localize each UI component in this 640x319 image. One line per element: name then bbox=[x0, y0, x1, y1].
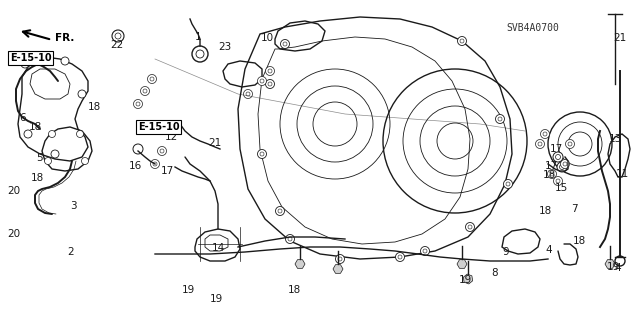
Circle shape bbox=[49, 130, 56, 137]
Text: 11: 11 bbox=[616, 169, 628, 179]
Text: 1: 1 bbox=[195, 32, 202, 42]
Circle shape bbox=[266, 66, 275, 76]
Polygon shape bbox=[457, 260, 467, 268]
Circle shape bbox=[465, 222, 474, 232]
Text: 18: 18 bbox=[543, 170, 556, 180]
Text: 19: 19 bbox=[460, 275, 472, 285]
Text: 5: 5 bbox=[36, 153, 43, 163]
Text: 18: 18 bbox=[539, 205, 552, 216]
Text: 17: 17 bbox=[545, 161, 558, 171]
Text: 18: 18 bbox=[88, 102, 101, 112]
Polygon shape bbox=[295, 260, 305, 268]
Text: 8: 8 bbox=[492, 268, 498, 278]
Circle shape bbox=[553, 152, 563, 162]
Text: 2: 2 bbox=[67, 247, 74, 257]
Circle shape bbox=[51, 150, 59, 158]
Circle shape bbox=[280, 40, 289, 48]
Circle shape bbox=[45, 158, 51, 165]
Circle shape bbox=[396, 253, 404, 262]
Circle shape bbox=[495, 115, 504, 123]
Circle shape bbox=[335, 255, 344, 263]
Text: 13: 13 bbox=[609, 134, 622, 144]
Text: 18: 18 bbox=[573, 236, 586, 246]
Circle shape bbox=[458, 36, 467, 46]
Text: 15: 15 bbox=[556, 183, 568, 193]
Text: 10: 10 bbox=[261, 33, 274, 43]
Circle shape bbox=[21, 60, 29, 68]
Text: 19: 19 bbox=[210, 294, 223, 304]
Text: 22: 22 bbox=[110, 40, 123, 50]
Circle shape bbox=[504, 180, 513, 189]
Circle shape bbox=[566, 139, 575, 149]
Text: 14: 14 bbox=[212, 243, 225, 253]
Text: 6: 6 bbox=[19, 113, 26, 123]
Circle shape bbox=[78, 90, 86, 98]
Text: SVB4A0700: SVB4A0700 bbox=[506, 23, 559, 33]
Text: 12: 12 bbox=[165, 132, 178, 142]
Circle shape bbox=[81, 158, 88, 165]
Circle shape bbox=[536, 139, 545, 149]
Circle shape bbox=[24, 130, 32, 138]
Text: 19: 19 bbox=[607, 262, 620, 272]
Circle shape bbox=[557, 162, 567, 172]
Text: 7: 7 bbox=[572, 204, 578, 214]
Polygon shape bbox=[605, 260, 615, 268]
Circle shape bbox=[112, 30, 124, 42]
Text: 4: 4 bbox=[614, 263, 621, 273]
Polygon shape bbox=[463, 274, 473, 284]
Text: 3: 3 bbox=[70, 201, 77, 211]
Text: 18: 18 bbox=[29, 122, 42, 132]
Circle shape bbox=[420, 247, 429, 256]
Polygon shape bbox=[333, 265, 343, 273]
Circle shape bbox=[547, 169, 557, 179]
Circle shape bbox=[61, 57, 69, 65]
Text: 17: 17 bbox=[550, 144, 563, 154]
Circle shape bbox=[561, 160, 570, 168]
Circle shape bbox=[275, 206, 285, 216]
Text: 9: 9 bbox=[502, 247, 509, 257]
Circle shape bbox=[134, 100, 143, 108]
Text: 18: 18 bbox=[31, 173, 44, 183]
Circle shape bbox=[257, 150, 266, 159]
Text: 21: 21 bbox=[613, 33, 626, 43]
Text: 16: 16 bbox=[129, 161, 142, 171]
Circle shape bbox=[257, 77, 266, 85]
Text: 19: 19 bbox=[182, 285, 195, 295]
Text: 17: 17 bbox=[161, 166, 174, 176]
Text: 20: 20 bbox=[8, 229, 20, 240]
Text: E-15-10: E-15-10 bbox=[138, 122, 180, 132]
Circle shape bbox=[77, 130, 83, 137]
Circle shape bbox=[157, 146, 166, 155]
Circle shape bbox=[147, 75, 157, 84]
Circle shape bbox=[554, 176, 563, 186]
Circle shape bbox=[266, 79, 275, 88]
Circle shape bbox=[243, 90, 253, 99]
Circle shape bbox=[133, 144, 143, 154]
Text: 23: 23 bbox=[219, 42, 232, 52]
Text: 21: 21 bbox=[208, 138, 221, 148]
Text: 20: 20 bbox=[8, 186, 20, 196]
Circle shape bbox=[150, 160, 159, 168]
Circle shape bbox=[141, 86, 150, 95]
Circle shape bbox=[285, 234, 294, 243]
Text: FR.: FR. bbox=[55, 33, 74, 43]
Text: 18: 18 bbox=[288, 285, 301, 295]
Circle shape bbox=[541, 130, 550, 138]
Text: 4: 4 bbox=[546, 245, 552, 256]
Text: E-15-10: E-15-10 bbox=[10, 53, 52, 63]
